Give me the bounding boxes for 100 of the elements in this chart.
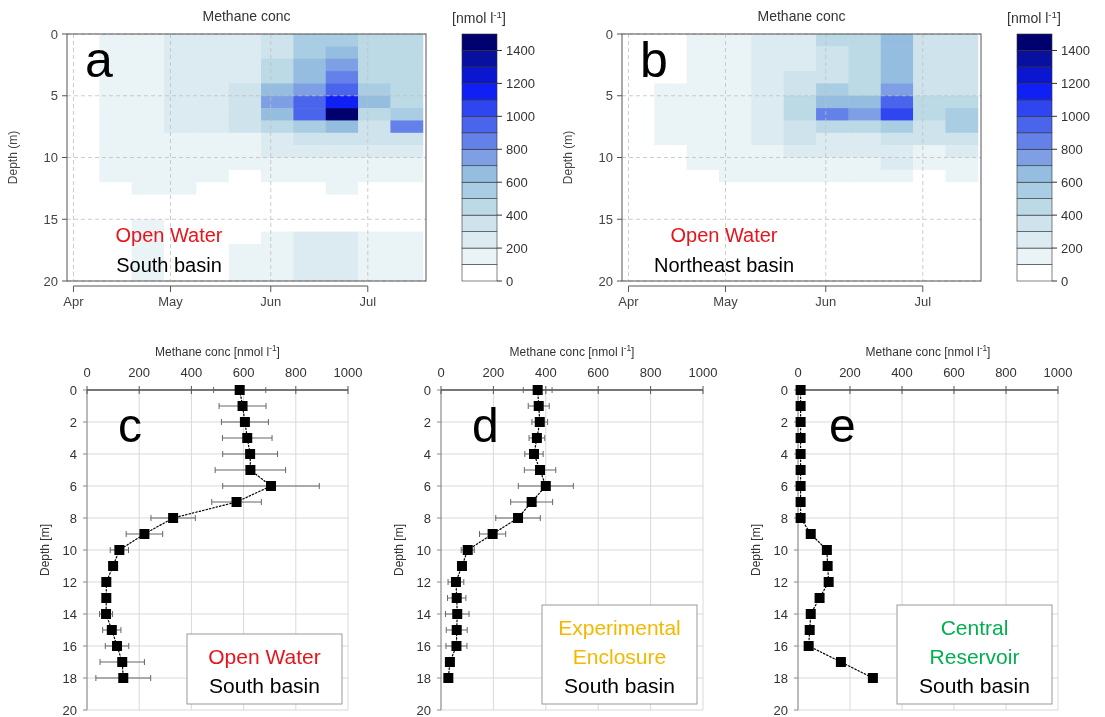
x-tick-label: 600 xyxy=(232,365,255,380)
annotation: Northeast basin xyxy=(653,254,795,276)
y-tick-label: 10 xyxy=(62,542,77,558)
x-tick-label: 1000 xyxy=(688,365,718,380)
annotation: South basin xyxy=(209,674,320,697)
y-tick-label: 4 xyxy=(69,446,77,462)
point xyxy=(805,529,816,539)
y-tick-label: 5 xyxy=(50,88,58,104)
y-tick-label: 12 xyxy=(62,574,77,590)
y-tick-label: 16 xyxy=(62,638,77,654)
point xyxy=(795,497,806,507)
x-tick-label: 800 xyxy=(639,365,662,380)
color-bar-label: 200 xyxy=(506,240,528,256)
point xyxy=(526,497,537,507)
y-tick-label: 0 xyxy=(423,382,431,398)
y-tick-label: 14 xyxy=(416,606,431,622)
point xyxy=(795,385,806,395)
color-bar-label: 1200 xyxy=(1061,75,1090,91)
x-tick-label: 800 xyxy=(995,365,1017,380)
point xyxy=(452,609,463,619)
point xyxy=(795,417,806,427)
x-tick-label: Apr xyxy=(618,294,640,309)
color-bar-label: 400 xyxy=(1061,207,1083,223)
point xyxy=(821,545,832,555)
x-tick-label: May xyxy=(713,294,739,309)
y-tick-label: 0 xyxy=(780,382,788,398)
y-tick-label: 6 xyxy=(423,478,431,494)
y-tick-label: 4 xyxy=(780,446,788,462)
point xyxy=(803,641,814,651)
y-axis-title: Depth (m) xyxy=(6,130,20,185)
x-tick-label: 0 xyxy=(794,365,802,380)
annotation: Central Reservoir xyxy=(929,616,1020,668)
point xyxy=(106,625,117,635)
x-tick-label: May xyxy=(158,294,184,309)
y-tick-label: 20 xyxy=(416,702,431,717)
y-tick-label: 2 xyxy=(423,414,431,430)
color-bar-label: 1000 xyxy=(506,108,535,124)
chart-title: Methane conc xyxy=(202,8,291,24)
point xyxy=(451,625,462,635)
point xyxy=(239,417,250,427)
y-tick-label: 14 xyxy=(773,606,788,622)
point xyxy=(101,593,112,603)
x-tick-label: 400 xyxy=(180,365,203,380)
y-tick-label: 8 xyxy=(423,510,431,526)
point xyxy=(443,673,454,683)
point xyxy=(168,513,179,523)
x-tick-label: Apr xyxy=(63,294,85,309)
y-tick-label: 6 xyxy=(780,478,788,494)
x-axis-title: Methane conc [nmol l$^{-1}$] xyxy=(509,343,635,359)
y-tick-label: 16 xyxy=(773,638,788,654)
y-tick-label: 20 xyxy=(43,273,58,289)
point xyxy=(456,561,467,571)
point xyxy=(795,401,806,411)
y-tick-label: 18 xyxy=(62,670,77,686)
point xyxy=(101,577,112,587)
y-axis-title: Depth [m] xyxy=(392,523,406,577)
point xyxy=(795,449,806,459)
x-tick-label: 600 xyxy=(587,365,610,380)
y-tick-label: 0 xyxy=(69,382,77,398)
annotation: Open Water xyxy=(670,224,778,246)
point xyxy=(532,385,543,395)
y-tick-label: 20 xyxy=(598,273,613,289)
point xyxy=(266,481,277,491)
x-tick-label: 600 xyxy=(943,365,965,380)
point xyxy=(451,641,462,651)
annotation: c xyxy=(118,399,142,452)
x-tick-label: 400 xyxy=(534,365,557,380)
x-tick-label: 0 xyxy=(83,365,91,380)
y-tick-label: 15 xyxy=(43,211,58,227)
y-tick-label: 20 xyxy=(773,702,788,717)
annotation: Open Water xyxy=(115,224,223,246)
x-tick-label: 200 xyxy=(482,365,505,380)
x-tick-label: Jul xyxy=(359,294,377,309)
annotation: a xyxy=(85,32,113,88)
point xyxy=(529,449,540,459)
annotation: e xyxy=(829,399,856,452)
y-tick-label: 2 xyxy=(780,414,788,430)
x-tick-label: 1000 xyxy=(1043,365,1073,380)
y-tick-label: 12 xyxy=(416,574,431,590)
point xyxy=(822,561,833,571)
color-bar-label: 800 xyxy=(506,141,528,157)
x-tick-label: 400 xyxy=(891,365,913,380)
x-tick-label: Jun xyxy=(815,294,837,309)
point xyxy=(795,433,806,443)
annotation: Open Water xyxy=(208,645,321,668)
point xyxy=(487,529,498,539)
point xyxy=(795,465,806,475)
y-tick-label: 8 xyxy=(69,510,77,526)
x-tick-label: 0 xyxy=(437,365,445,380)
annotation: b xyxy=(640,32,668,88)
y-tick-label: 10 xyxy=(43,150,58,166)
x-axis-title: Methane conc [nmol l$^{-1}$] xyxy=(865,343,991,359)
color-bar-label: 0 xyxy=(1061,273,1069,289)
color-bar-label: 200 xyxy=(1061,240,1083,256)
annotation: South basin xyxy=(564,674,675,697)
point xyxy=(540,481,551,491)
y-tick-label: 0 xyxy=(605,26,613,42)
annotation: Experimental Enclosure xyxy=(558,616,681,668)
annotation: South basin xyxy=(919,674,1030,697)
x-tick-label: 200 xyxy=(839,365,861,380)
